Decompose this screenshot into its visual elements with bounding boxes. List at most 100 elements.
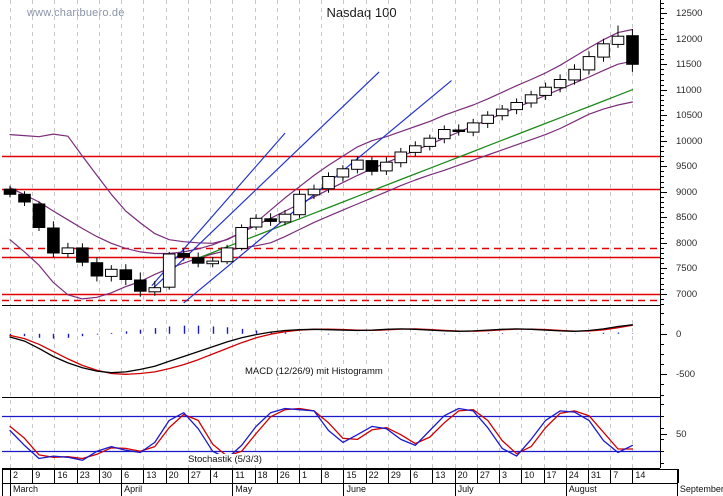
price-tick-7500: 7500 — [676, 262, 698, 274]
candlestick — [322, 172, 335, 193]
candlestick — [452, 124, 466, 136]
date-tick-label: 31 — [590, 470, 601, 480]
macd-tick--500: -500 — [676, 368, 696, 380]
candlestick — [264, 213, 277, 226]
candlestick — [524, 90, 538, 108]
price-tick-7000: 7000 — [676, 288, 698, 300]
date-tick-label: 4 — [213, 470, 219, 480]
candlestick — [278, 210, 292, 226]
candlestick — [18, 191, 31, 206]
month-label-august: August — [568, 484, 597, 494]
candlestick — [32, 201, 46, 231]
candlestick — [597, 38, 610, 62]
band-upper-line — [9, 28, 634, 244]
grid-layer — [10, 0, 633, 468]
date-tick-label: 10 — [524, 470, 535, 480]
date-tick-label: 6 — [124, 470, 130, 480]
candlestick-layer — [3, 25, 639, 297]
candlestick — [336, 165, 350, 182]
candlestick — [553, 74, 567, 93]
macd-line — [9, 324, 634, 374]
candlestick — [510, 98, 523, 115]
date-tick-label: 22 — [368, 470, 379, 480]
candlestick — [365, 156, 379, 176]
date-tick-label: 29 — [390, 470, 401, 480]
month-label-march: March — [13, 484, 39, 494]
macd-panel-label: MACD (12/26/9) mit Histogramm — [243, 366, 385, 377]
candlestick — [148, 281, 162, 296]
resistance-lines-layer — [2, 155, 660, 302]
candlestick — [539, 82, 552, 100]
date-tick-label: 8 — [324, 470, 330, 480]
date-tick-label: 16 — [57, 470, 68, 480]
stochastic-layer — [2, 407, 660, 461]
candlestick — [206, 257, 219, 268]
stoch-percent-k-line — [9, 407, 634, 461]
candlestick — [61, 242, 75, 259]
price-tick-8500: 8500 — [676, 211, 698, 223]
candlestick — [249, 214, 263, 230]
date-tick-label: 7 — [613, 470, 619, 480]
price-tick-9500: 9500 — [676, 160, 698, 172]
price-tick-8000: 8000 — [676, 237, 698, 249]
candlestick — [611, 25, 625, 48]
date-tick-label: 15 — [346, 470, 357, 480]
band-lower-line — [9, 101, 634, 300]
price-tick-10000: 10000 — [676, 135, 703, 147]
candlestick — [3, 185, 17, 198]
candlestick — [134, 272, 147, 297]
price-tick-12000: 12000 — [676, 33, 703, 45]
moving-average-layer — [197, 89, 634, 259]
date-tick-label: 18 — [257, 470, 268, 480]
stoch-tick-50: 50 — [676, 428, 687, 440]
candlestick — [466, 118, 480, 137]
candlestick — [76, 243, 89, 267]
candlestick — [582, 51, 596, 75]
candlestick — [293, 190, 306, 218]
candlestick — [235, 224, 248, 251]
date-tick-label: 6 — [413, 470, 419, 480]
stoch-percent-d-line — [9, 407, 634, 460]
price-tick-9000: 9000 — [676, 186, 698, 198]
price-tick-10500: 10500 — [676, 109, 703, 121]
date-tick-label: 24 — [568, 470, 579, 480]
candlestick — [409, 141, 422, 157]
macd-tick-0: 0 — [676, 328, 682, 340]
candlestick — [105, 265, 118, 282]
date-tick-label: 23 — [79, 470, 90, 480]
candlestick — [162, 251, 176, 290]
candlestick — [47, 221, 60, 258]
candlestick — [423, 134, 437, 151]
month-label-june: June — [346, 484, 366, 494]
watermark: www.chartbuero.de — [27, 7, 125, 19]
date-tick-label: 20 — [457, 470, 468, 480]
candlestick — [119, 264, 133, 286]
candlestick — [220, 244, 234, 265]
candlestick — [380, 157, 393, 175]
candlestick — [351, 156, 364, 174]
price-tick-11500: 11500 — [676, 58, 702, 70]
date-tick-label: 13 — [146, 470, 157, 480]
month-label-may: May — [235, 484, 253, 494]
candlestick — [177, 247, 190, 261]
trendline-layer — [148, 71, 452, 304]
candlestick — [191, 252, 205, 268]
candlestick — [90, 257, 104, 282]
date-tick-label: 2 — [13, 470, 19, 480]
candlestick — [626, 29, 639, 72]
date-tick-label: 14 — [635, 470, 646, 480]
axis-layer — [2, 0, 679, 496]
date-tick-label: 30 — [101, 470, 112, 480]
candlestick — [394, 147, 408, 168]
month-label-september: September — [679, 484, 723, 494]
date-tick-label: 27 — [190, 470, 201, 480]
date-tick-label: 26 — [279, 470, 290, 480]
date-tick-label: 20 — [168, 470, 179, 480]
macd-layer — [9, 324, 634, 375]
stoch-panel-label: Stochastik (5/3/3) — [186, 454, 264, 465]
candlestick — [438, 125, 451, 144]
date-tick-label: 13 — [435, 470, 446, 480]
date-tick-label: 11 — [235, 470, 245, 480]
